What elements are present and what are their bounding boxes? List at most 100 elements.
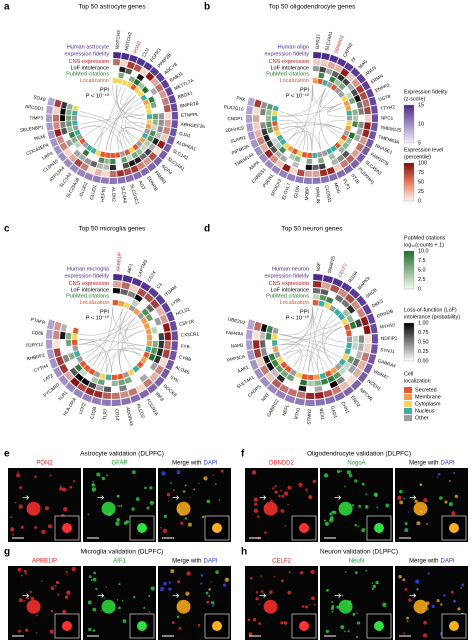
ring-cell (171, 120, 178, 129)
ring-cell (159, 357, 168, 368)
ring-cell (82, 149, 90, 157)
cell-signal (273, 575, 276, 578)
ring-label: PubMed citations (66, 72, 109, 78)
cell-signal (162, 528, 168, 533)
ring-cell (361, 352, 370, 362)
cell-body (26, 599, 41, 614)
ring-cell (128, 304, 136, 312)
ring-cell (320, 288, 329, 296)
cell-signal (206, 600, 210, 604)
ring-cell (276, 134, 284, 142)
ppi-label: PPI (100, 87, 109, 93)
ring-cell (371, 114, 378, 123)
cell-signal (324, 521, 330, 526)
cell-signal (179, 578, 181, 580)
cell-signal (66, 573, 68, 576)
cell-signal (278, 494, 281, 498)
ring-cell (351, 78, 361, 88)
cell-signal (88, 575, 92, 579)
ring-cell (47, 319, 56, 330)
cell-signal (270, 499, 273, 503)
gene-label: TMEM63A (378, 134, 401, 145)
cell-signal (200, 582, 203, 585)
ring-cell (366, 313, 376, 325)
cell-signal (457, 607, 461, 611)
ring-cell (296, 150, 303, 157)
ring-cell (74, 141, 82, 149)
ring-cell (66, 121, 72, 127)
ring-cell (352, 115, 358, 122)
ring-cell (148, 152, 158, 162)
ring-cell (128, 146, 135, 154)
ring-label: PubMed citations (266, 294, 309, 300)
ring-cell (322, 79, 329, 86)
cell-signal (12, 533, 15, 536)
channel-label: PON2 (36, 461, 53, 467)
ring-cell (111, 399, 122, 406)
ring-cell (72, 333, 78, 340)
cell-signal (106, 474, 108, 477)
ring-cell (253, 348, 262, 359)
cell-signal (20, 525, 24, 529)
ring-cell (314, 380, 322, 386)
ring-cell (306, 158, 312, 164)
ring-cell (357, 360, 367, 371)
cell-signal (330, 606, 334, 610)
fidelity-label: Human oligo (278, 44, 309, 50)
legend-tick: 0.75 (418, 330, 429, 336)
ring-cell (57, 152, 68, 162)
ring-cell (149, 372, 160, 382)
ring-label: PubMed citations (266, 72, 309, 78)
gene-label: ITGAM (163, 284, 178, 297)
gene-label: CLDN11 (324, 185, 333, 203)
cell-signal (347, 630, 350, 633)
ring-cell (137, 312, 145, 320)
ring-cell (272, 340, 278, 347)
ring-cell (105, 152, 111, 158)
ring-cell (154, 376, 165, 387)
ring-cell (163, 104, 171, 113)
ring-cell (144, 148, 152, 156)
cell-signal (96, 472, 101, 477)
cell-signal (329, 512, 333, 516)
gene-label: NOTCH3 (115, 30, 122, 50)
ring-cell (95, 384, 104, 392)
cell-signal (19, 486, 23, 489)
legend-swatch (404, 415, 412, 421)
ring-cell (265, 372, 276, 383)
cell-body (263, 501, 278, 516)
ring-cell (156, 348, 164, 357)
ring-cell (147, 383, 158, 394)
ring-cell (253, 330, 260, 340)
ring-cell (90, 376, 99, 384)
cell-signal (281, 494, 285, 498)
cell-signal (148, 594, 151, 597)
cell-body (26, 501, 41, 516)
ring-cell (364, 106, 371, 115)
ring-cell (145, 303, 155, 313)
cell-signal (41, 580, 43, 583)
ring-cell (344, 348, 351, 355)
ring-cell (59, 142, 69, 151)
ring-cell (328, 305, 337, 313)
gene-label: LY86 (170, 297, 182, 307)
ring-cell (272, 121, 278, 127)
ppi-chord (120, 87, 137, 106)
cell-signal (59, 484, 62, 487)
ring-cell (148, 287, 159, 298)
ring-cell (72, 110, 78, 116)
channel-label: NeuN (349, 559, 364, 565)
ring-cell (80, 162, 89, 172)
ring-cell (337, 91, 345, 98)
ring-cell (361, 146, 371, 156)
cell-signal (118, 583, 121, 586)
ring-cell (307, 152, 312, 158)
cell-signal (101, 476, 106, 481)
cell-signal (254, 502, 258, 506)
ring-cell (60, 331, 66, 340)
ring-cell (62, 354, 70, 363)
cell-signal (279, 489, 282, 492)
cell-signal (402, 578, 406, 582)
cell-signal (283, 491, 289, 496)
ring-cell (287, 388, 298, 397)
